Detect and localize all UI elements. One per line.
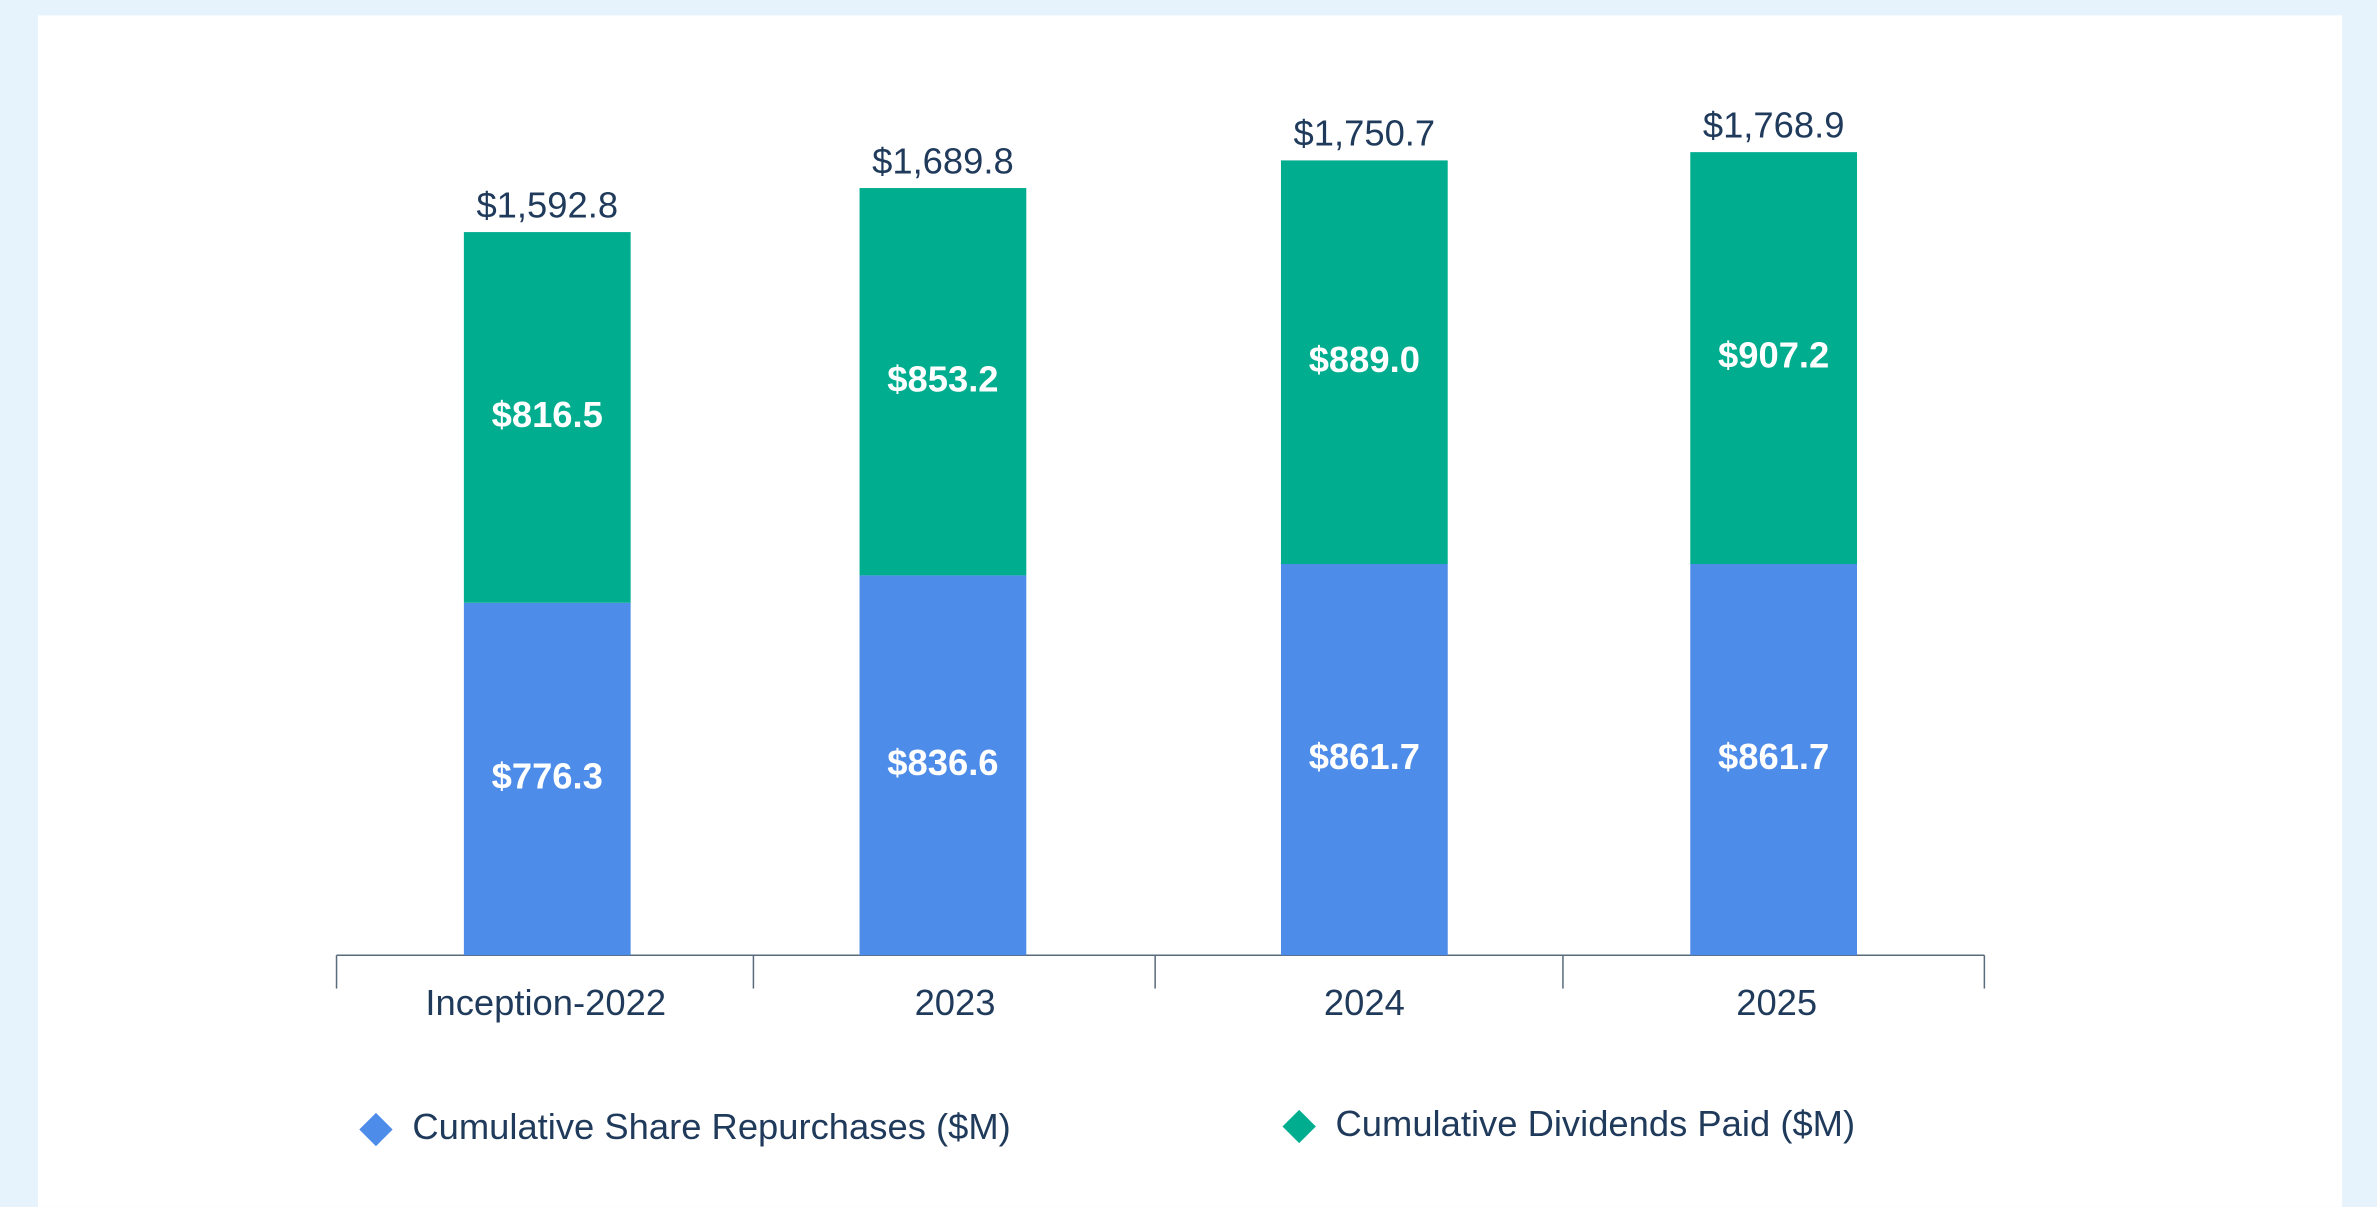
bar-segment <box>859 188 1027 576</box>
value-label: $861.7 <box>1718 736 1829 777</box>
value-label: $776.3 <box>492 756 603 797</box>
total-label: $1,689.8 <box>872 140 1014 181</box>
legend-swatch <box>359 1112 393 1147</box>
total-label: $1,768.9 <box>1703 104 1845 145</box>
x-tick-label: 2024 <box>1324 982 1405 1023</box>
legend-label: Cumulative Share Repurchases ($M) <box>412 1106 1010 1147</box>
legend-label: Cumulative Dividends Paid ($M) <box>1336 1103 1856 1144</box>
value-label: $889.0 <box>1309 339 1420 380</box>
x-tick-label: 2023 <box>915 982 996 1023</box>
chart-panel <box>37 15 2343 1207</box>
x-tick-label: Inception-2022 <box>425 982 666 1023</box>
bar-segment <box>1280 160 1448 564</box>
bar-segment <box>1280 563 1448 956</box>
bar-segment <box>463 232 631 603</box>
total-label: $1,750.7 <box>1294 113 1436 154</box>
x-tick-label: 2025 <box>1736 982 1817 1023</box>
total-label: $1,592.8 <box>476 184 618 225</box>
bar-segment <box>1690 563 1858 956</box>
value-label: $907.2 <box>1718 335 1829 376</box>
bar-segment <box>463 602 631 956</box>
value-label: $853.2 <box>887 358 998 399</box>
bar-segment <box>1690 152 1858 564</box>
value-label: $861.7 <box>1309 736 1420 777</box>
value-label: $836.6 <box>887 742 998 783</box>
value-label: $816.5 <box>492 394 603 435</box>
bar-segment <box>859 575 1027 956</box>
